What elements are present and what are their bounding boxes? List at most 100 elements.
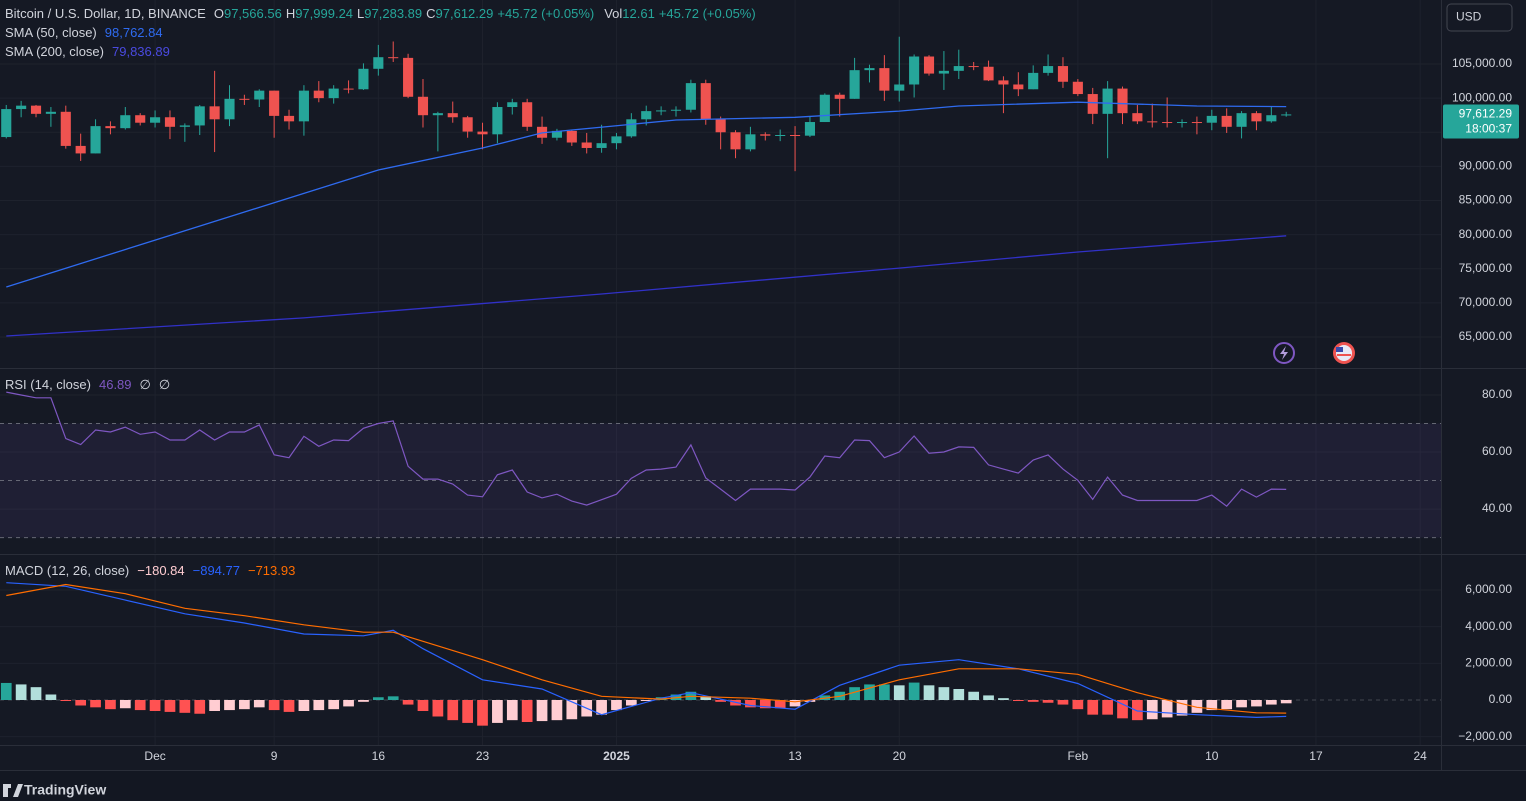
y-tick-label: 90,000.00 bbox=[1459, 159, 1513, 173]
candle-body bbox=[983, 66, 994, 81]
macd-histogram-bar bbox=[1176, 699, 1188, 716]
y-tick-label: 105,000.00 bbox=[1452, 56, 1512, 70]
brand-logo[interactable] bbox=[3, 784, 23, 797]
macd-histogram-bar bbox=[1236, 699, 1247, 708]
x-tick-label: 13 bbox=[788, 749, 802, 763]
brand-name[interactable]: TradingView bbox=[24, 782, 106, 798]
macd-histogram-bar bbox=[1191, 699, 1203, 713]
volume-key: Vol bbox=[604, 6, 622, 21]
macd-histogram-bar bbox=[239, 699, 250, 710]
macd-histogram-bar bbox=[566, 699, 578, 720]
ohlc-value: 97,566.56 bbox=[224, 6, 282, 21]
candle-body bbox=[551, 130, 562, 138]
candle-body bbox=[30, 105, 42, 114]
symbol-legend: Bitcoin / U.S. Dollar, 1D, BINANCE O97,56… bbox=[5, 6, 756, 21]
macd-histogram-bar bbox=[774, 699, 786, 709]
candle-body bbox=[313, 90, 324, 99]
axis-layer: 105,000.00100,000.0095,000.0090,000.0085… bbox=[144, 56, 1519, 763]
candle-body bbox=[150, 117, 161, 123]
macd-histogram-bar bbox=[313, 699, 325, 711]
macd-histogram-bar bbox=[90, 699, 101, 708]
sma-line bbox=[6, 235, 1287, 337]
events-icon-bolt[interactable] bbox=[1280, 346, 1288, 360]
macd-histogram-bar bbox=[1027, 699, 1039, 702]
candle-body bbox=[522, 102, 533, 127]
x-tick-label: 23 bbox=[476, 749, 490, 763]
candle-body bbox=[775, 134, 786, 136]
y-tick-label: 0.00 bbox=[1489, 692, 1513, 706]
macd-histogram-bar bbox=[893, 685, 905, 700]
macd-histogram-bar bbox=[596, 699, 607, 715]
candle-body bbox=[566, 130, 577, 143]
economic-icon[interactable] bbox=[1333, 342, 1355, 364]
macd-histogram-bar bbox=[283, 699, 295, 712]
candle-body bbox=[1102, 88, 1113, 114]
macd-histogram-bar bbox=[387, 696, 399, 700]
candle-body bbox=[656, 110, 667, 112]
volume-value: 12.61 bbox=[622, 6, 655, 21]
y-tick-label: 6,000.00 bbox=[1465, 582, 1512, 596]
macd-histogram-bar bbox=[432, 699, 444, 717]
candle-body bbox=[179, 125, 190, 127]
macd-histogram-bar bbox=[402, 699, 414, 705]
macd-histogram-bar bbox=[1265, 699, 1277, 705]
candle-body bbox=[938, 70, 949, 74]
macd-histogram-bar bbox=[715, 699, 727, 702]
rsi-extra: ∅ bbox=[159, 377, 170, 392]
macd-histogram-bar bbox=[15, 684, 27, 700]
macd-histogram-bar bbox=[521, 699, 533, 722]
macd-histogram-bar bbox=[879, 684, 890, 700]
macd-histogram-bar bbox=[119, 699, 131, 709]
candle-body bbox=[417, 96, 429, 116]
macd-histogram-bar bbox=[611, 699, 622, 711]
events-icon-ring[interactable] bbox=[1273, 342, 1295, 364]
ohlc-key: H bbox=[286, 6, 295, 21]
candle-body bbox=[1057, 66, 1069, 82]
macd-histogram-bar bbox=[30, 687, 42, 700]
footer-bar bbox=[0, 771, 1526, 801]
macd-hist-value: −180.84 bbox=[137, 563, 184, 578]
y-tick-label: 60.00 bbox=[1482, 444, 1512, 458]
candle-body bbox=[968, 66, 979, 68]
economic-icon-canton[interactable] bbox=[1336, 347, 1343, 352]
macd-histogram-bar bbox=[968, 691, 980, 700]
macd-histogram-bar bbox=[640, 699, 652, 701]
macd-histogram-bar bbox=[194, 699, 206, 714]
macd-histogram-bar bbox=[343, 699, 354, 707]
macd-histogram-bar bbox=[209, 699, 220, 711]
macd-histogram-bar bbox=[1221, 699, 1233, 710]
macd-histogram-bar bbox=[998, 698, 1009, 700]
currency-button[interactable]: USD bbox=[1446, 3, 1513, 32]
x-tick-label: 9 bbox=[271, 749, 278, 763]
macd-histogram-bar bbox=[923, 685, 935, 700]
candle-body bbox=[120, 115, 131, 129]
candle-body bbox=[894, 84, 905, 91]
macd-histogram-bar bbox=[417, 699, 429, 711]
economic-icon-stripe[interactable] bbox=[1337, 354, 1351, 356]
signal-value: −713.93 bbox=[248, 563, 295, 578]
rsi-line bbox=[6, 391, 1287, 508]
sma-legend: SMA (50, close) 98,762.84 bbox=[5, 25, 163, 40]
events-icon[interactable] bbox=[1273, 342, 1295, 364]
x-tick-label: 2025 bbox=[603, 749, 630, 763]
candle-body bbox=[432, 113, 443, 116]
macd-histogram-bar bbox=[536, 699, 548, 722]
candle-body bbox=[1147, 121, 1158, 123]
candle-body bbox=[16, 105, 27, 110]
currency-label[interactable]: USD bbox=[1456, 10, 1482, 24]
candle-body bbox=[730, 132, 741, 150]
volume-change: +45.72 (+0.05%) bbox=[659, 6, 756, 21]
currency-button-frame[interactable] bbox=[1446, 3, 1513, 32]
macd-histogram-bar bbox=[105, 699, 116, 710]
candle-body bbox=[298, 90, 309, 122]
candle-body bbox=[715, 119, 726, 133]
candle-body bbox=[819, 94, 830, 123]
candle-body bbox=[45, 111, 56, 114]
y-tick-label: 40.00 bbox=[1482, 501, 1512, 515]
brand[interactable]: TradingView bbox=[3, 782, 106, 798]
candle-body bbox=[209, 106, 220, 120]
candle-body bbox=[1162, 122, 1173, 124]
macd-histogram-bar bbox=[253, 699, 265, 708]
sma-value: 98,762.84 bbox=[105, 25, 163, 40]
